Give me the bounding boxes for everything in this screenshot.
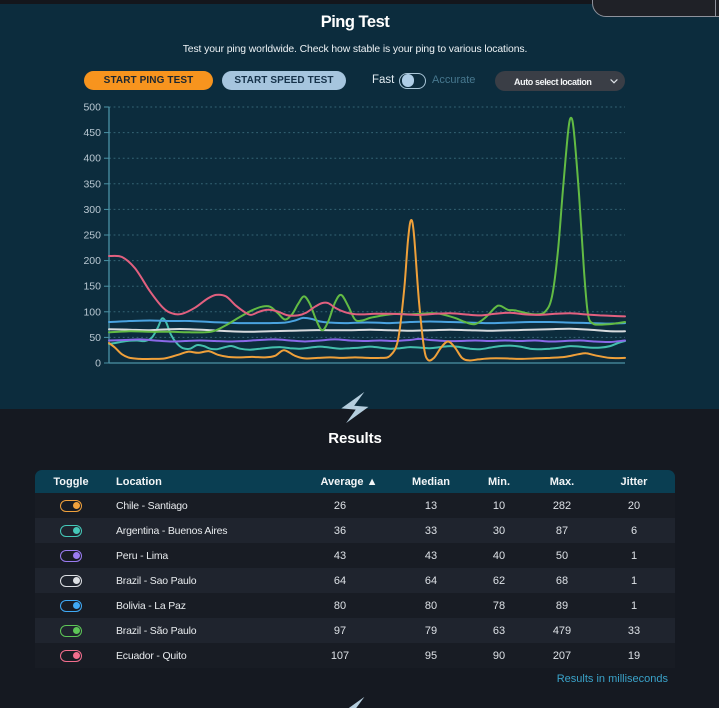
svg-text:200: 200 [83,255,101,267]
svg-text:50: 50 [89,332,101,344]
svg-text:250: 250 [83,230,101,242]
svg-text:0: 0 [95,358,101,370]
svg-text:400: 400 [83,153,101,165]
svg-text:350: 350 [83,178,101,190]
svg-text:450: 450 [83,127,101,139]
svg-text:150: 150 [83,281,101,293]
svg-text:500: 500 [83,102,101,114]
svg-text:100: 100 [83,306,101,318]
svg-text:300: 300 [83,204,101,216]
